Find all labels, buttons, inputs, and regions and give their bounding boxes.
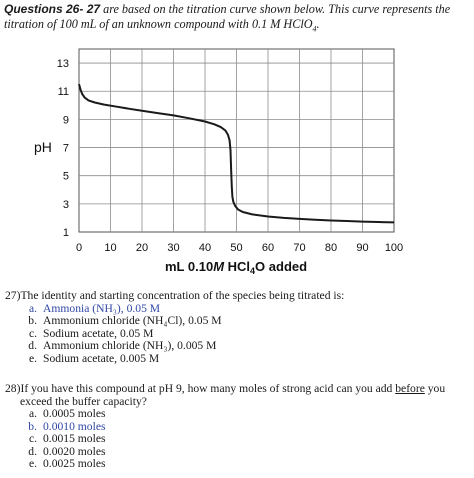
option-letter: e. (28, 457, 37, 471)
answer-option[interactable]: d. 0.0020 moles (5, 444, 473, 459)
series-group (78, 83, 395, 224)
answer-option[interactable]: e. 0.0025 moles (5, 458, 473, 471)
question-28-options: a. 0.0005 moles b. 0.0010 moles c. 0.0015 mol… (5, 407, 473, 471)
x-tick-label: 20 (136, 242, 148, 254)
x-tick-label: 50 (230, 242, 242, 254)
option-letter: c. (28, 326, 37, 340)
option-letter: d. (28, 339, 37, 353)
option-letter: b. (28, 314, 37, 328)
y-tick-label: 9 (63, 114, 69, 126)
intro-text-b: titration of 100 mL of an unknown compou… (4, 17, 313, 31)
answer-option[interactable]: c. Sodium acetate, 0.05 M (5, 326, 473, 341)
x-axis-label-sub: 4 (250, 266, 255, 276)
answer-option[interactable]: b. 0.0010 moles (5, 419, 473, 434)
option-letter: d. (28, 444, 37, 458)
answer-option[interactable]: b. Ammonium chloride (NH₄Cl), 0.05 M (5, 314, 473, 328)
option-text: Ammonia (NH₃), 0.05 M (43, 301, 161, 315)
y-tick-label: 5 (63, 171, 69, 183)
question-27-options: a. Ammonia (NH₃), 0.05 M b. Ammonium chlori… (5, 301, 473, 366)
option-text: Sodium acetate, 0.005 M (43, 351, 160, 365)
option-text: Ammonium chloride (NH₃), 0.005 M (43, 339, 217, 353)
intro-text-a: are based on the titration curve shown b… (100, 2, 451, 16)
intro-subscript: 4 (312, 24, 317, 34)
option-letter: e. (28, 351, 37, 365)
question-27-stem: 27)The identity and starting concentrati… (5, 289, 345, 302)
x-tick-label: 30 (167, 242, 179, 254)
answer-option[interactable]: a. Ammonia (NH₃), 0.05 M (5, 301, 473, 316)
x-tick-label: 80 (325, 242, 337, 254)
y-tick-label: 3 (63, 199, 69, 211)
question-28-stem-a: 28)If you have this compound at pH 9, ho… (5, 382, 396, 395)
x-axis-label-c: HCl (224, 259, 250, 274)
x-tick-labels: 0 10 20 30 40 50 60 70 80 90 100 (76, 242, 403, 254)
option-text: 0.0015 moles (43, 432, 106, 446)
question-intro: Questions 26- 27 are based on the titrat… (4, 2, 470, 36)
x-tick-label: 90 (356, 242, 368, 254)
x-tick-label: 40 (199, 242, 211, 254)
option-letter: a. (28, 301, 37, 315)
answer-option[interactable]: d. Ammonium chloride (NH₃), 0.005 M (5, 340, 473, 353)
y-tick-label: 1 (63, 227, 69, 239)
question-28-stem-b: you (424, 382, 446, 395)
option-text: 0.0005 moles (43, 407, 106, 420)
x-tick-label: 10 (104, 242, 116, 254)
intro-end: . (316, 17, 320, 31)
option-letter: b. (28, 419, 37, 433)
x-axis-label: mL 0.10M HCl4O added (165, 259, 307, 276)
option-text: 0.0010 moles (43, 419, 106, 433)
y-tick-label: 13 (57, 58, 69, 70)
option-letter: a. (28, 407, 37, 420)
x-tick-label: 100 (385, 242, 403, 254)
x-tick-label: 70 (293, 242, 305, 254)
question-28-stem-emphasis: before (395, 382, 425, 395)
option-letter: c. (28, 432, 37, 446)
option-text: 0.0020 moles (43, 444, 106, 458)
answer-option[interactable]: e. Sodium acetate, 0.005 M (5, 351, 473, 366)
grid-lines (79, 49, 394, 232)
option-text: 0.0025 moles (43, 457, 106, 471)
question-28-stem: 28)If you have this compound at pH 9, ho… (5, 382, 473, 396)
y-tick-label: 11 (58, 86, 69, 98)
x-axis-label-b: M (213, 259, 225, 274)
option-text: Ammonium chloride (NH₄Cl), 0.05 M (43, 314, 222, 328)
question-28: 28)If you have this compound at pH 9, ho… (5, 382, 473, 471)
question-27: 27)The identity and starting concentrati… (5, 289, 473, 366)
question-28-stem-line2: exceed the buffer capacity? (20, 394, 147, 408)
answer-option[interactable]: c. 0.0015 moles (5, 433, 473, 446)
titration-curve (78, 83, 395, 224)
question-range: Questions 26- 27 (4, 2, 101, 16)
y-axis-label: pH (34, 139, 52, 155)
answer-option[interactable]: a. 0.0005 moles (5, 407, 473, 421)
option-text: Sodium acetate, 0.05 M (43, 326, 154, 340)
x-axis-label-d: O added (255, 259, 307, 274)
x-tick-label: 0 (76, 242, 82, 254)
x-tick-label: 60 (262, 242, 274, 254)
y-tick-label: 7 (63, 143, 69, 155)
x-axis-label-a: mL 0.10 (165, 259, 213, 274)
